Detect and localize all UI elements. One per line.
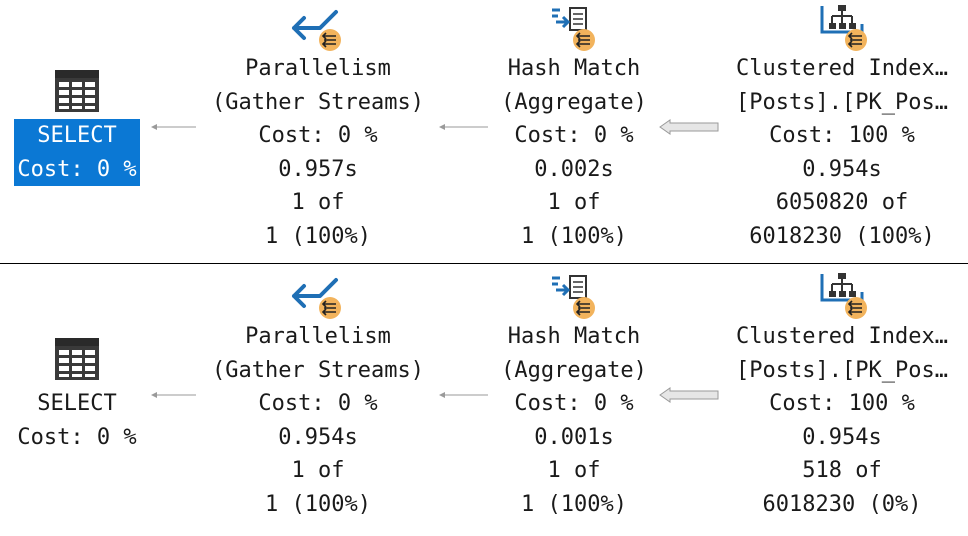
clustered-index-scan-icon (814, 270, 870, 324)
hash-match-time: 0.002s (534, 156, 614, 182)
parallelism-rows-actual: 1 of (291, 190, 345, 215)
hash-match-rows-estimated: 1 (100%) (521, 223, 627, 249)
parallelism-gather-streams-icon (290, 274, 346, 324)
clustered-index-subname: [Posts].[PK_Pos… (736, 89, 948, 115)
parallelism-rows-estimated: 1 (100%) (265, 223, 371, 249)
parallelism-rows-actual: 1 of (291, 458, 345, 483)
flow-arrow-thick (659, 119, 719, 135)
parallel-badge-icon (319, 297, 341, 319)
parallel-badge-icon (573, 297, 595, 319)
hash-match-time: 0.001s (534, 424, 614, 450)
clustered-index-rows-estimated: 6018230 (0%) (762, 491, 922, 517)
select-node-cost: Cost: 0 % (17, 156, 137, 182)
hash-match-subname: (Aggregate) (501, 89, 647, 115)
plan-divider (0, 263, 968, 264)
clustered-index-time: 0.954s (802, 424, 882, 450)
flow-arrow-parallelism (439, 392, 488, 398)
hash-match-cost: Cost: 0 % (514, 391, 634, 416)
clustered-index-rows-actual: 518 of (802, 458, 882, 483)
hash-match-cost: Cost: 0 % (514, 123, 634, 148)
parallelism-name: Parallelism (245, 324, 391, 349)
parallelism-cost: Cost: 0 % (258, 391, 378, 416)
parallelism-subname: (Gather Streams) (212, 89, 424, 115)
select-grid-icon (53, 68, 101, 118)
parallelism-rows-estimated: 1 (100%) (265, 491, 371, 517)
clustered-index-cost: Cost: 100 % (769, 391, 915, 416)
parallelism-time: 0.954s (278, 424, 358, 450)
parallelism-name: Parallelism (245, 56, 391, 81)
clustered-index-cost: Cost: 100 % (769, 123, 915, 148)
parallelism-gather-streams-icon (290, 6, 346, 56)
flow-arrow-select (151, 124, 196, 130)
clustered-index-time: 0.954s (802, 156, 882, 182)
select-selected-highlight: SELECT Cost: 0 % (14, 119, 140, 186)
clustered-index-scan-icon (814, 2, 870, 56)
clustered-index-subname: [Posts].[PK_Pos… (736, 357, 948, 383)
hash-match-subname: (Aggregate) (501, 357, 647, 383)
flow-arrow-select (151, 392, 196, 398)
parallel-badge-icon (845, 297, 867, 319)
parallel-badge-icon (319, 29, 341, 51)
parallel-badge-icon (845, 29, 867, 51)
parallelism-time: 0.957s (278, 156, 358, 182)
hash-match-rows-actual: 1 of (547, 458, 601, 483)
hash-match-icon (548, 4, 600, 56)
clustered-index-name: Clustered Index… (736, 324, 948, 349)
parallel-badge-icon (573, 29, 595, 51)
parallelism-cost: Cost: 0 % (258, 123, 378, 148)
select-grid-icon (53, 336, 101, 386)
clustered-index-rows-actual: 6050820 of (775, 190, 909, 215)
clustered-index-rows-estimated: 6018230 (100%) (749, 223, 935, 249)
parallelism-subname: (Gather Streams) (212, 357, 424, 383)
select-node-name: SELECT (37, 123, 117, 148)
hash-match-name: Hash Match (507, 324, 641, 349)
hash-match-name: Hash Match (507, 56, 641, 81)
hash-match-icon (548, 272, 600, 324)
hash-match-rows-actual: 1 of (547, 190, 601, 215)
execution-plan-1: SELECT Cost: 0 % Parallelism (Gather Str… (0, 0, 968, 264)
execution-plan-2: SELECT Cost: 0 % Parallelism (Gather Str… (0, 268, 968, 532)
flow-arrow-thick (659, 387, 719, 403)
clustered-index-name: Clustered Index… (736, 56, 948, 81)
select-node-name: SELECT (37, 391, 117, 416)
select-node-cost: Cost: 0 % (17, 424, 137, 450)
hash-match-rows-estimated: 1 (100%) (521, 491, 627, 517)
flow-arrow-parallelism (439, 124, 488, 130)
